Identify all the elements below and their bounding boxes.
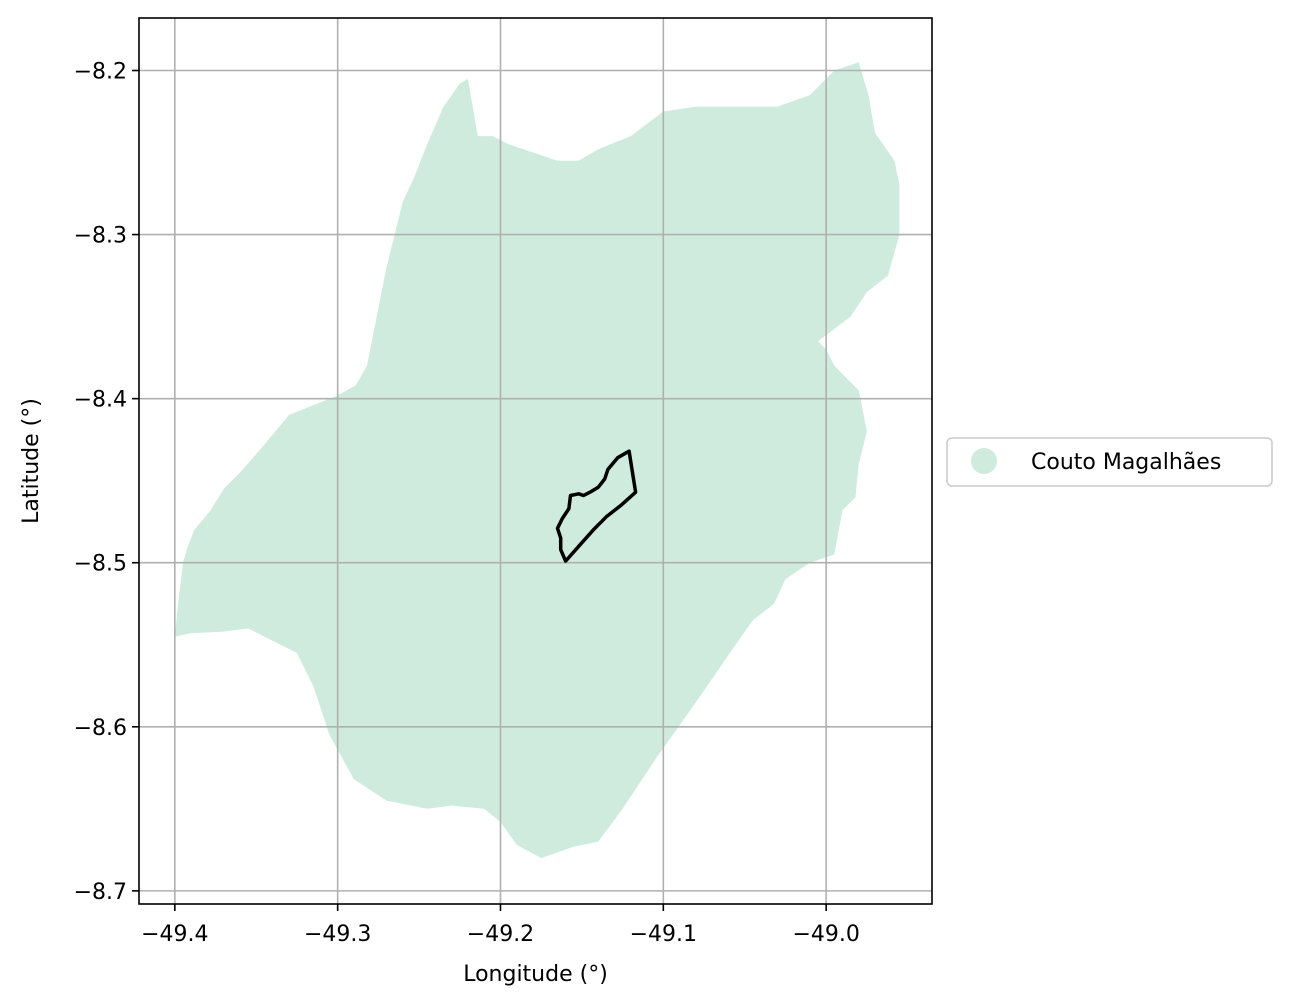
y-tick-label: −8.5 bbox=[74, 552, 127, 577]
y-tick-label: −8.3 bbox=[74, 224, 127, 249]
x-tick-label: −49.1 bbox=[630, 922, 697, 947]
y-tick-label: −8.2 bbox=[74, 60, 127, 85]
legend: Couto Magalhães bbox=[946, 437, 1273, 487]
x-tick-label: −49.0 bbox=[792, 922, 859, 947]
legend-label: Couto Magalhães bbox=[1031, 450, 1221, 475]
plot-frame bbox=[138, 17, 933, 905]
y-axis-label: Latitude (°) bbox=[19, 398, 44, 524]
y-tick-label: −8.7 bbox=[74, 880, 127, 905]
region-polygon bbox=[174, 62, 900, 859]
x-tick-label: −49.4 bbox=[141, 922, 208, 947]
grid-lines bbox=[139, 18, 932, 904]
y-tick-label: −8.4 bbox=[74, 388, 127, 413]
y-tick-label: −8.6 bbox=[74, 716, 127, 741]
outline-polygon bbox=[555, 449, 638, 563]
x-axis-ticks: −49.4 −49.3 −49.2 −49.1 −49.0 bbox=[141, 904, 860, 947]
y-axis-ticks: −8.2 −8.3 −8.4 −8.5 −8.6 −8.7 bbox=[74, 60, 139, 905]
x-axis-label: Longitude (°) bbox=[463, 962, 608, 987]
legend-marker bbox=[971, 448, 997, 474]
x-tick-label: −49.2 bbox=[467, 922, 534, 947]
legend-box bbox=[946, 437, 1273, 487]
x-tick-label: −49.3 bbox=[304, 922, 371, 947]
